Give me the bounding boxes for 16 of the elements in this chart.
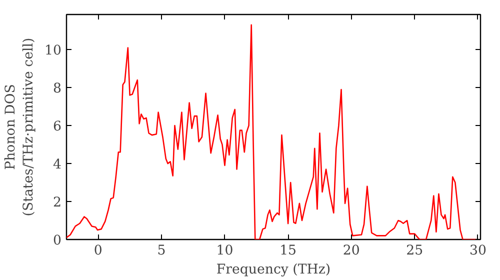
y-tick-label: 6 (53, 120, 62, 135)
x-axis-title: Frequency (THz) (216, 262, 331, 278)
y-axis-title: Phonon DOS (States/THz·primitive cell) (4, 38, 37, 216)
y-tick-label: 0 (53, 234, 62, 248)
x-tick-label: 10 (216, 244, 234, 258)
y-tick-label: 4 (53, 158, 62, 173)
x-tick-label: 20 (342, 244, 360, 258)
y-tick-label: 8 (53, 82, 62, 97)
line-series (66, 24, 478, 240)
x-tick-label: 5 (157, 244, 166, 258)
x-tick-label: 30 (469, 244, 486, 258)
x-tick-label: 25 (406, 244, 424, 258)
x-tick-label: 15 (280, 244, 297, 258)
x-tick-label: 0 (94, 244, 102, 258)
y-tick-label: 10 (44, 44, 62, 59)
y-tick-label: 2 (53, 196, 62, 211)
